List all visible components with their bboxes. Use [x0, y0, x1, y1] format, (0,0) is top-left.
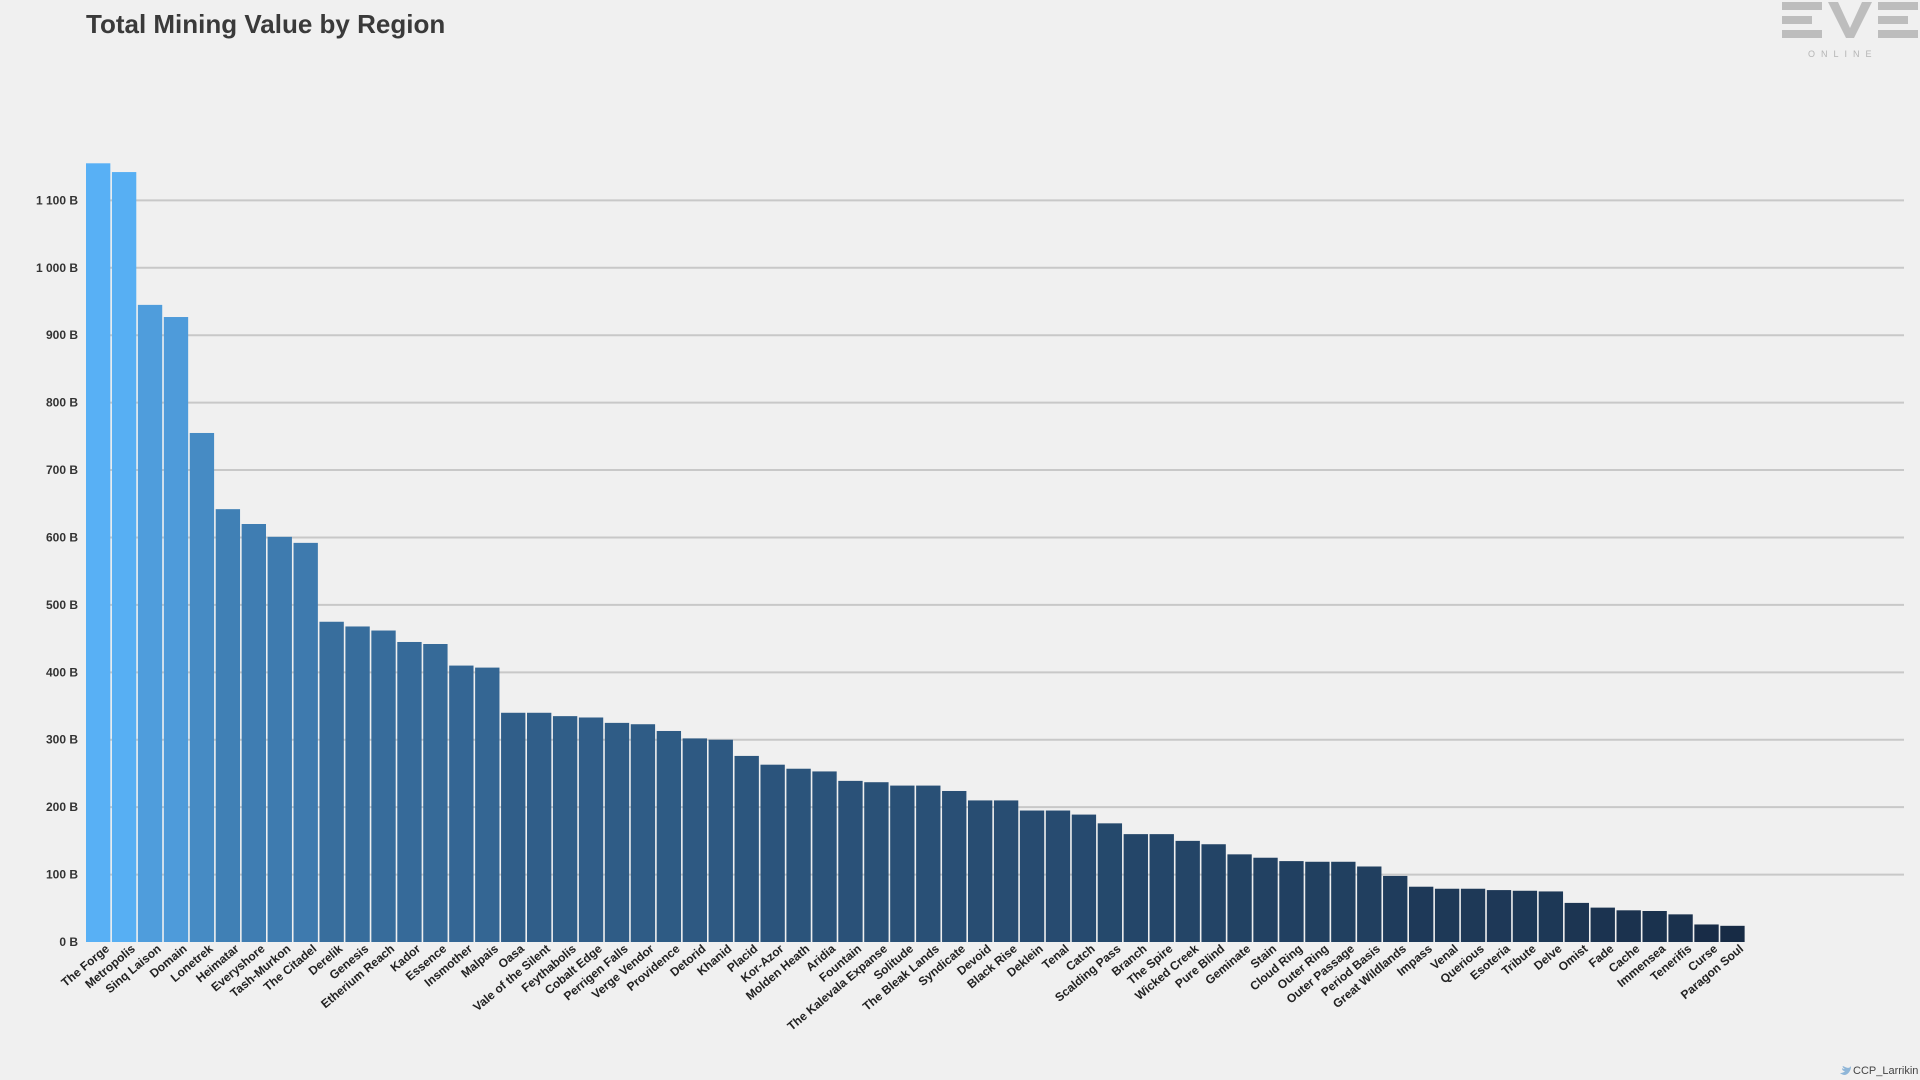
y-tick-label: 100 B — [46, 868, 78, 882]
bar — [1045, 810, 1071, 942]
bar — [189, 432, 215, 942]
bar — [1590, 907, 1615, 942]
bar — [1642, 910, 1667, 942]
bar — [267, 536, 292, 942]
bar — [1486, 890, 1512, 942]
bar — [1331, 861, 1356, 942]
bar — [708, 739, 733, 942]
y-tick-label: 1 000 B — [36, 261, 78, 275]
bar — [241, 524, 266, 942]
bar — [812, 771, 837, 942]
bar — [993, 800, 1019, 942]
bar — [527, 712, 552, 942]
bar — [1460, 888, 1486, 942]
y-tick-label: 400 B — [46, 665, 78, 679]
bar — [163, 317, 189, 942]
bar — [1720, 925, 1745, 942]
bar — [1383, 875, 1408, 942]
bar — [552, 716, 578, 942]
bar — [1279, 861, 1304, 942]
y-tick-label: 300 B — [46, 733, 78, 747]
bar — [1512, 890, 1538, 942]
bar — [1019, 810, 1045, 942]
bar — [1538, 891, 1564, 942]
bar — [1434, 888, 1460, 942]
bar — [656, 730, 682, 942]
bar — [864, 782, 889, 942]
bar — [345, 626, 370, 942]
twitter-credit: CCP_Larrikin — [1840, 1065, 1918, 1077]
bar — [137, 304, 163, 942]
bar — [1564, 902, 1589, 942]
y-tick-label: 500 B — [46, 598, 78, 612]
bar — [86, 163, 111, 943]
bar — [501, 712, 526, 942]
bar — [760, 764, 785, 942]
bar — [1616, 910, 1641, 942]
credit-handle: CCP_Larrikin — [1853, 1065, 1918, 1077]
bar — [1668, 914, 1693, 942]
bar — [423, 644, 448, 942]
bar — [1123, 834, 1148, 942]
bar — [111, 172, 137, 942]
bar — [397, 641, 422, 942]
bar — [578, 717, 604, 942]
bar — [786, 768, 811, 942]
bar — [682, 738, 707, 942]
bar — [630, 724, 656, 942]
bar — [734, 755, 759, 942]
bar — [968, 800, 993, 942]
chart-title: Total Mining Value by Region — [86, 9, 445, 39]
bar — [449, 665, 474, 942]
y-tick-label: 900 B — [46, 328, 78, 342]
eve-online-logo: ONLINE — [1782, 2, 1918, 59]
bar — [475, 667, 500, 942]
bar — [1409, 886, 1434, 942]
bar — [1357, 866, 1382, 942]
twitter-icon — [1840, 1066, 1851, 1075]
bar — [1175, 840, 1200, 942]
bar — [1149, 834, 1174, 942]
logo-subtitle: ONLINE — [1808, 49, 1878, 59]
bar — [293, 542, 318, 942]
bar — [1694, 924, 1719, 942]
bar — [1201, 844, 1226, 942]
y-tick-label: 1 100 B — [36, 193, 78, 207]
bar — [942, 790, 967, 942]
bar — [1097, 823, 1123, 942]
y-tick-label: 600 B — [46, 530, 78, 544]
y-tick-label: 800 B — [46, 396, 78, 410]
y-tick-label: 700 B — [46, 463, 78, 477]
bar — [319, 621, 344, 942]
bars — [86, 163, 1745, 943]
y-tick-label: 0 B — [59, 935, 78, 949]
bar — [1253, 857, 1278, 942]
bar — [215, 509, 241, 942]
bar — [838, 780, 863, 942]
bar — [371, 630, 396, 942]
bar — [890, 785, 915, 942]
y-axis: 0 B 100 B 200 B 300 B 400 B 500 B 600 B 700 B 80… — [36, 193, 78, 949]
bar — [604, 722, 630, 942]
bar — [1305, 861, 1330, 942]
bar — [916, 785, 941, 942]
x-tick-label: Omist — [1555, 942, 1590, 975]
bar — [1071, 814, 1097, 942]
bar — [1227, 854, 1252, 942]
y-tick-label: 200 B — [46, 800, 78, 814]
